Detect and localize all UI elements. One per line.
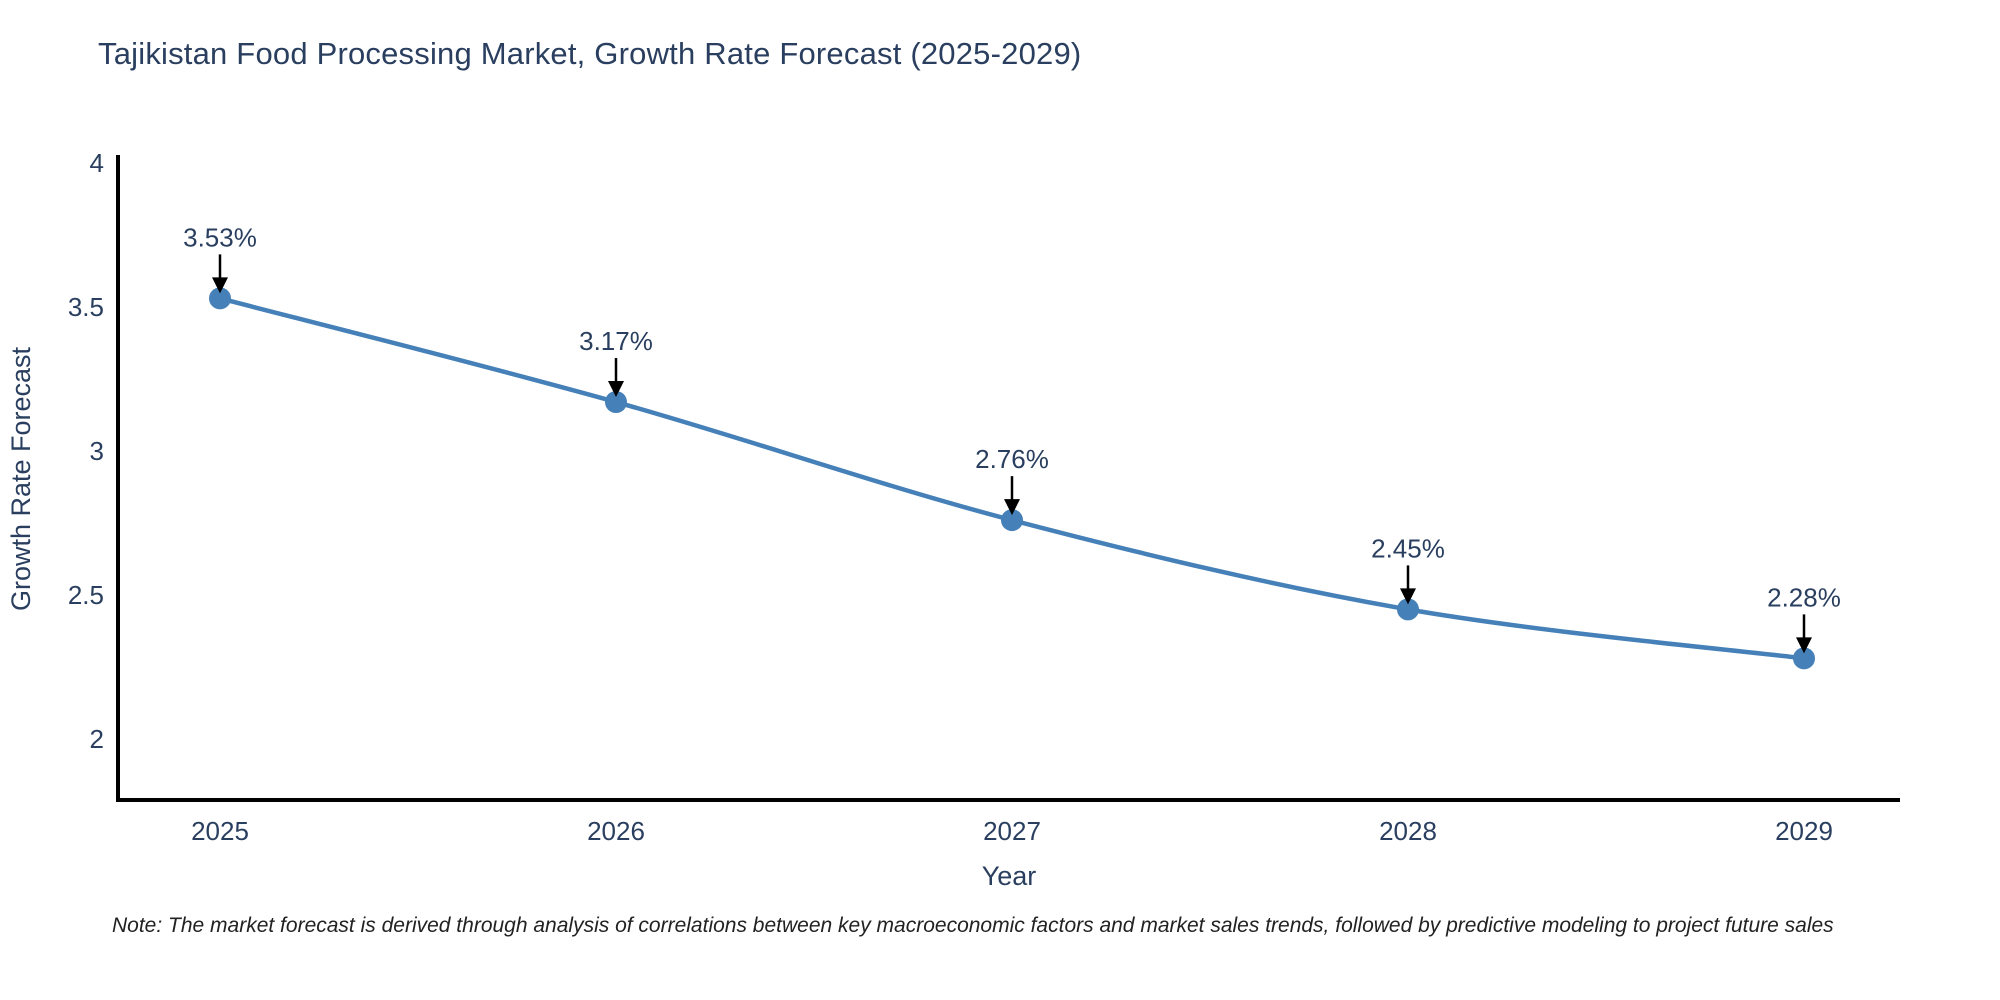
- y-tick-label: 3: [90, 436, 104, 466]
- data-point-marker: [605, 391, 627, 414]
- data-point-label: 2.45%: [1371, 533, 1445, 563]
- series-layer: [209, 287, 1815, 670]
- annotation-layer: 3.53% 3.17% 2.76% 2.45% 2.28%: [183, 222, 1841, 654]
- data-point-marker: [1397, 598, 1419, 621]
- y-tick-label: 3.5: [68, 292, 104, 322]
- data-point-label: 2.76%: [975, 444, 1049, 474]
- annotation-arrowhead-icon: [1400, 588, 1416, 605]
- data-point-marker: [209, 287, 231, 310]
- x-tick-label: 2029: [1775, 816, 1833, 846]
- x-tick-label: 2028: [1379, 816, 1437, 846]
- data-point-label: 3.53%: [183, 222, 257, 252]
- data-point-label: 3.17%: [579, 326, 653, 356]
- chart-title: Tajikistan Food Processing Market, Growt…: [98, 36, 1082, 71]
- annotation-arrowhead-icon: [212, 277, 228, 294]
- data-point-marker: [1793, 647, 1815, 670]
- y-tick-label: 2.5: [68, 580, 104, 610]
- x-axis-title: Year: [982, 861, 1037, 891]
- y-tick-label: 4: [90, 148, 104, 178]
- annotation-arrowhead-icon: [1796, 637, 1812, 654]
- y-axis-title: Growth Rate Forecast: [6, 346, 36, 611]
- data-point-label: 2.28%: [1767, 582, 1841, 612]
- footnote: Note: The market forecast is derived thr…: [112, 914, 1834, 937]
- annotation-arrowhead-icon: [1004, 499, 1020, 516]
- data-point-marker: [1001, 509, 1023, 532]
- x-tick-label: 2027: [983, 816, 1041, 846]
- x-tick-label: 2025: [191, 816, 249, 846]
- annotation-arrowhead-icon: [608, 381, 624, 398]
- y-tick-label: 2: [90, 724, 104, 754]
- x-tick-label: 2026: [587, 816, 645, 846]
